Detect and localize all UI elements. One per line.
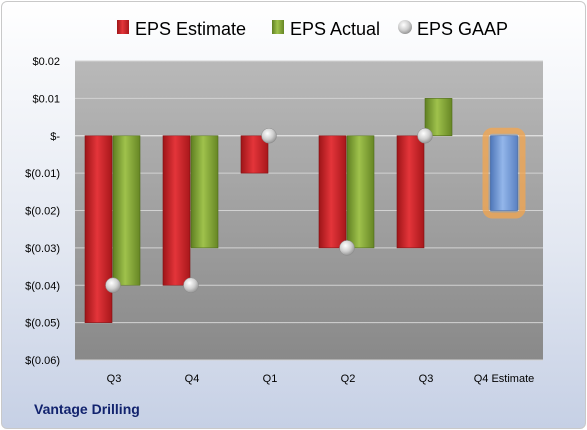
legend-swatch-estimate <box>117 20 129 34</box>
bars <box>84 98 526 323</box>
x-tick-label: Q2 <box>341 373 356 385</box>
gaap-marker <box>261 128 277 144</box>
bar-estimate <box>84 135 113 323</box>
bar-actual <box>190 135 219 249</box>
y-tick-label: $- <box>50 131 60 143</box>
bar-estimate <box>396 135 425 249</box>
y-tick-label: $(0.04) <box>25 280 60 292</box>
legend-swatch-gaap <box>398 20 412 34</box>
y-tick-label: $0.02 <box>32 56 60 68</box>
gridlines <box>75 60 543 361</box>
x-tick-label: Q4 <box>185 373 200 385</box>
gaap-marker <box>417 128 433 144</box>
gaap-marker <box>183 277 199 293</box>
gaap-marker <box>339 240 355 256</box>
legend-label-actual: EPS Actual <box>290 19 380 39</box>
legend-label-gaap: EPS GAAP <box>417 19 508 39</box>
legend: EPS Estimate EPS Actual EPS GAAP <box>117 19 508 39</box>
legend-item-estimate: EPS Estimate <box>117 19 246 39</box>
gaap-markers <box>105 128 433 293</box>
x-tick-label: Q3 <box>419 373 434 385</box>
bar-actual <box>346 135 375 249</box>
bar-estimate <box>240 135 269 174</box>
company-name: Vantage Drilling <box>34 401 140 417</box>
x-tick-label: Q1 <box>263 373 278 385</box>
y-tick-label: $0.01 <box>32 93 60 105</box>
y-tick-label: $(0.02) <box>25 206 60 218</box>
legend-item-gaap: EPS GAAP <box>398 19 508 39</box>
legend-label-estimate: EPS Estimate <box>135 19 246 39</box>
bar-estimate <box>162 135 191 286</box>
y-tick-label: $(0.01) <box>25 168 60 180</box>
x-axis-ticks: Q3 Q4 Q1 Q2 Q3 Q4 Estimate <box>107 373 535 385</box>
y-tick-label: $(0.06) <box>25 355 60 367</box>
x-tick-label: Q4 Estimate <box>474 373 535 385</box>
legend-item-actual: EPS Actual <box>272 19 380 39</box>
y-axis-ticks: $0.02 $0.01 $- $(0.01) $(0.02) $(0.03) $(0.04)… <box>25 56 60 367</box>
x-tick-label: Q3 <box>107 373 122 385</box>
bar-actual <box>112 135 141 286</box>
legend-swatch-actual <box>272 20 284 34</box>
estimate-highlight <box>482 127 526 219</box>
bar-estimate <box>318 135 347 249</box>
y-tick-label: $(0.05) <box>25 318 60 330</box>
y-tick-label: $(0.03) <box>25 243 60 255</box>
gaap-marker <box>105 277 121 293</box>
bar-future-estimate <box>490 135 518 211</box>
